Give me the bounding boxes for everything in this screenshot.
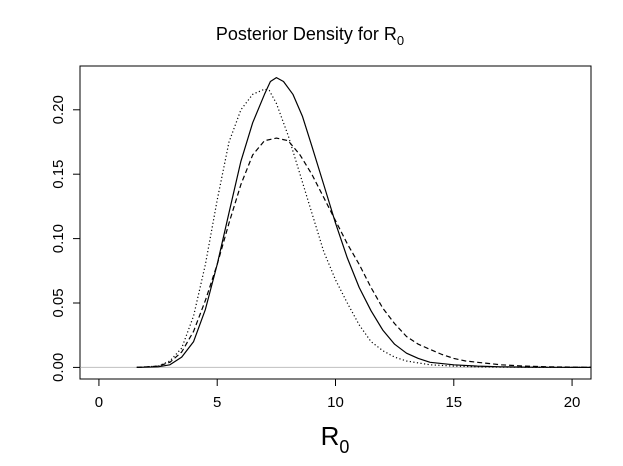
y-tick-label: 0.15 bbox=[50, 160, 67, 189]
series-dotted-line bbox=[136, 88, 592, 368]
x-tick-label: 15 bbox=[445, 394, 462, 411]
x-axis-label-subscript: 0 bbox=[339, 437, 349, 457]
x-axis-label: R0 bbox=[321, 421, 350, 457]
chart-title: Posterior Density for R0 bbox=[216, 24, 404, 48]
series-layer bbox=[136, 77, 592, 368]
x-axis: 0 5 10 15 20 bbox=[95, 378, 581, 411]
chart-title-subscript: 0 bbox=[397, 33, 404, 48]
y-tick-label: 0.05 bbox=[50, 288, 67, 317]
x-tick-label: 10 bbox=[327, 394, 344, 411]
series-dashed-line bbox=[136, 137, 592, 368]
y-tick-label: 0.20 bbox=[50, 95, 67, 124]
y-tick-label: 0.00 bbox=[50, 353, 67, 382]
y-tick-label: 0.10 bbox=[50, 224, 67, 253]
x-tick-label: 20 bbox=[564, 394, 581, 411]
x-tick-label: 0 bbox=[95, 394, 103, 411]
y-axis: 0.00 0.05 0.10 0.15 0.20 bbox=[50, 95, 81, 382]
x-tick-label: 5 bbox=[213, 394, 221, 411]
series-solid-line bbox=[136, 77, 592, 368]
